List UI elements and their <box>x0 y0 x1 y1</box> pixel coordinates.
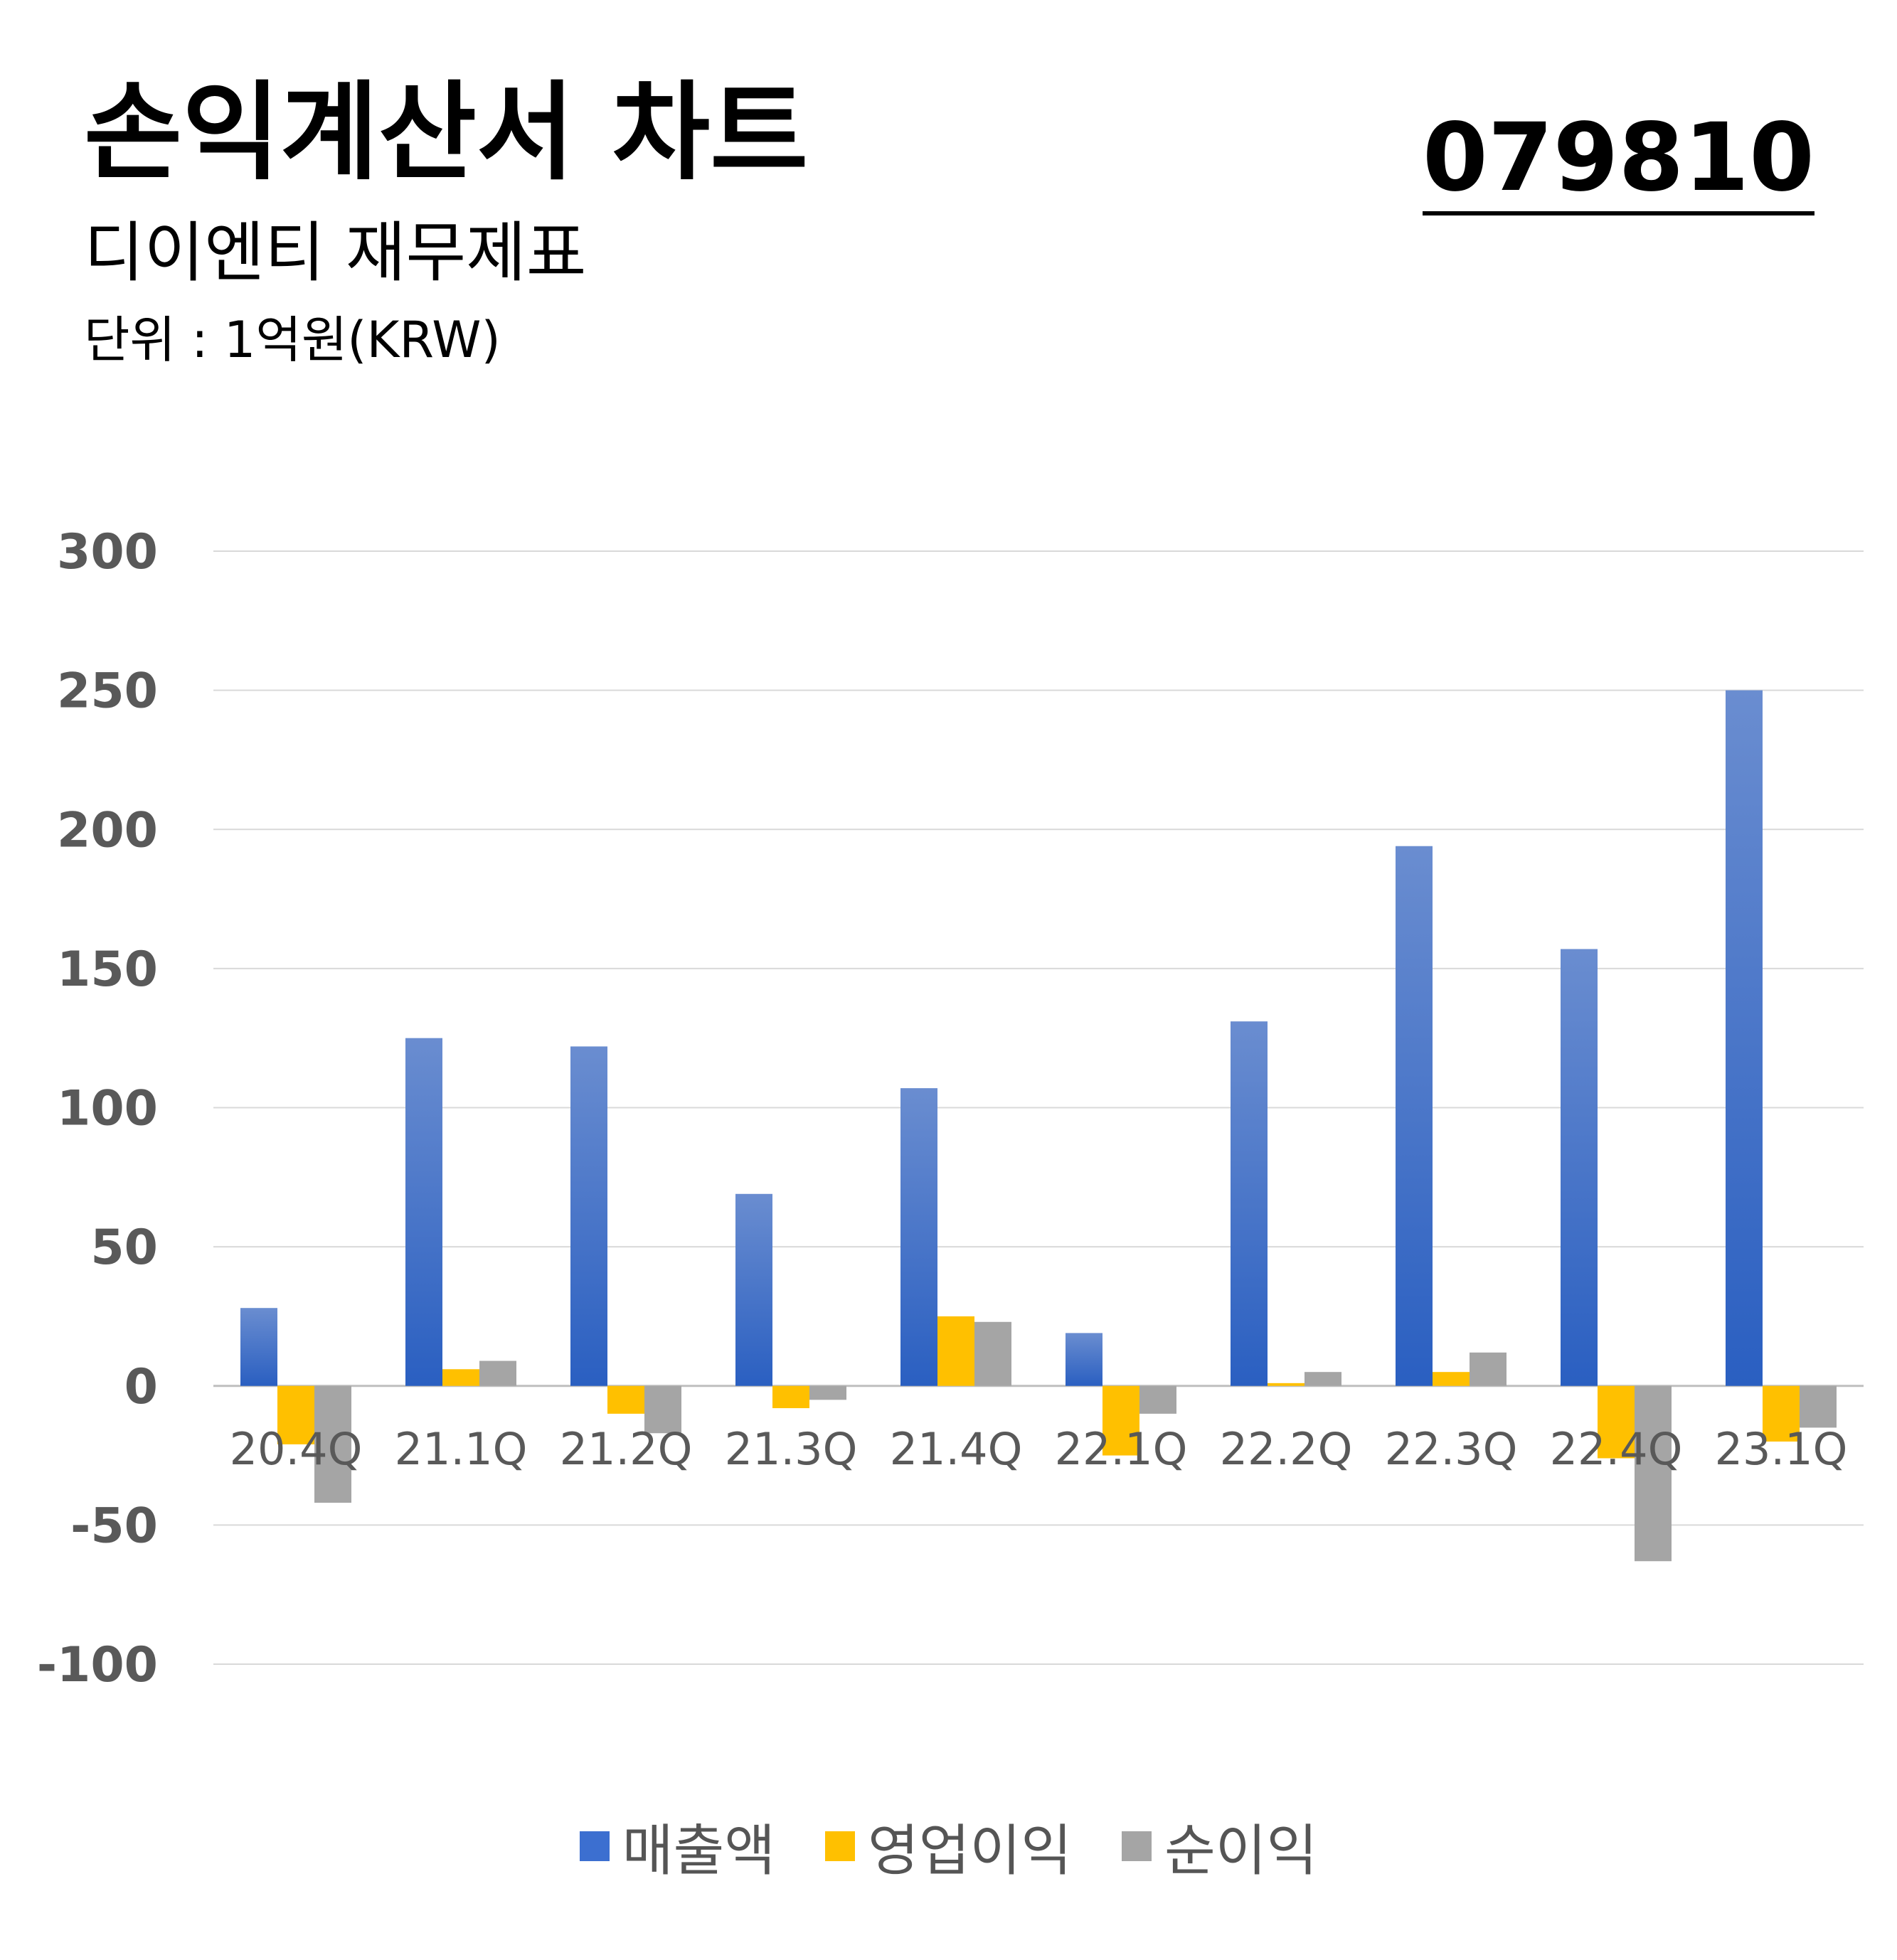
x-tick-label: 22.4Q <box>1550 1423 1683 1475</box>
bar-operating-profit <box>1598 1385 1635 1459</box>
unit-label: 단위 : 1억원(KRW) <box>84 311 501 369</box>
bar-revenue <box>900 1088 937 1386</box>
y-tick-labels: 300 250 200 150 100 50 0 -50 -100 <box>37 524 158 1693</box>
legend-item-operating: 영업이익 <box>824 1806 1073 1886</box>
bar-net-profit <box>1470 1352 1507 1386</box>
bar-net-profit <box>1139 1385 1176 1414</box>
bar-revenue <box>1066 1333 1102 1386</box>
x-tick-labels: 20.4Q 21.1Q 21.2Q 21.3Q 21.4Q 22.1Q 22.2Q 22.3Q… <box>230 1423 1848 1475</box>
bar-operating-profit <box>1433 1372 1470 1386</box>
bar-revenue <box>1561 949 1598 1386</box>
x-tick-label: 22.1Q <box>1055 1423 1188 1475</box>
bar-net-profit <box>1635 1385 1672 1562</box>
y-tick-label: 50 <box>90 1220 158 1276</box>
stock-code: 079810 <box>1422 106 1814 216</box>
y-tick-label: -50 <box>70 1498 158 1554</box>
x-tick-label: 20.4Q <box>230 1423 363 1475</box>
legend-label-net: 순이익 <box>1164 1819 1318 1883</box>
bars <box>240 690 1837 1562</box>
bar-operating-profit <box>607 1385 644 1414</box>
y-tick-label: 250 <box>57 664 158 720</box>
legend-item-revenue: 매출액 <box>579 1806 775 1886</box>
y-tick-label: 150 <box>57 942 158 998</box>
bar-revenue <box>1231 1021 1268 1386</box>
bar-operating-profit <box>937 1316 974 1386</box>
bar-operating-profit <box>277 1385 314 1444</box>
bar-net-profit <box>809 1385 846 1400</box>
y-tick-label: 200 <box>57 802 158 858</box>
y-tick-label: -100 <box>37 1637 158 1693</box>
legend-label-revenue: 매출액 <box>622 1819 775 1883</box>
grid-lines <box>213 550 1864 1665</box>
y-tick-label: 0 <box>124 1359 158 1415</box>
x-tick-label: 21.1Q <box>395 1423 528 1475</box>
company-subtitle: 디이엔티 재무제표 <box>84 215 587 291</box>
x-tick-label: 22.3Q <box>1385 1423 1518 1475</box>
bar-revenue <box>405 1038 442 1386</box>
bar-operating-profit <box>1102 1385 1139 1456</box>
y-tick-label: 300 <box>57 524 158 580</box>
legend: 매출액 영업이익 순이익 <box>0 1806 1897 1886</box>
x-tick-label: 23.1Q <box>1715 1423 1848 1475</box>
chart-title: 손익계산서 차트 <box>84 71 809 195</box>
bar-net-profit <box>1304 1372 1341 1386</box>
legend-label-operating: 영업이익 <box>867 1819 1073 1883</box>
bar-net-profit <box>1800 1385 1837 1428</box>
bar-net-profit <box>644 1385 681 1434</box>
bar-operating-profit <box>772 1385 809 1409</box>
bar-revenue <box>1726 690 1763 1386</box>
bar-revenue <box>735 1193 772 1386</box>
bar-operating-profit <box>1763 1385 1800 1442</box>
x-tick-label: 21.4Q <box>890 1423 1023 1475</box>
legend-swatch-operating <box>824 1831 855 1861</box>
bar-net-profit <box>314 1385 351 1503</box>
x-tick-label: 21.3Q <box>725 1423 858 1475</box>
legend-swatch-net <box>1122 1831 1152 1861</box>
bar-operating-profit <box>1268 1383 1304 1386</box>
x-tick-label: 21.2Q <box>560 1423 693 1475</box>
bar-revenue <box>240 1308 277 1386</box>
bar-net-profit <box>974 1321 1011 1386</box>
legend-item-net: 순이익 <box>1122 1806 1317 1886</box>
bar-revenue <box>570 1046 607 1386</box>
bar-operating-profit <box>442 1369 479 1386</box>
bar-net-profit <box>479 1360 516 1386</box>
y-tick-label: 100 <box>57 1081 158 1137</box>
bar-revenue <box>1396 846 1433 1386</box>
x-tick-label: 22.2Q <box>1220 1423 1353 1475</box>
legend-swatch-revenue <box>579 1831 610 1861</box>
